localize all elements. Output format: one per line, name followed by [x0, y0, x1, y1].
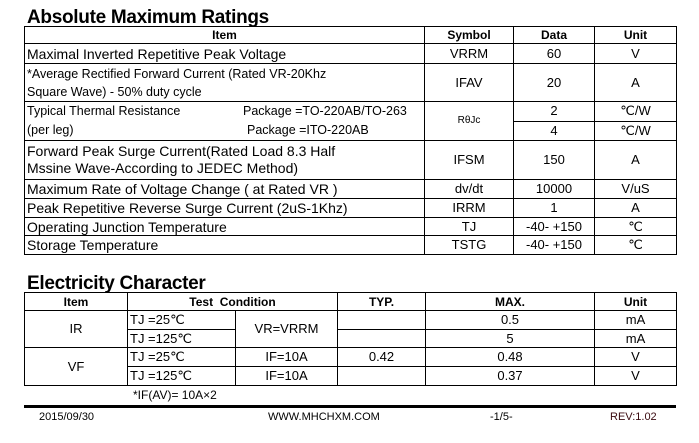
unit: ℃ [594, 217, 677, 236]
table-row: Forward Peak Surge Current(Rated Load 8.… [24, 140, 677, 180]
footer-revision: REV:1.02 [610, 411, 657, 423]
symbol: IFAV [424, 63, 514, 102]
header-item: Item [24, 26, 425, 44]
header-typ: TYP. [337, 292, 426, 311]
header-unit: Unit [594, 26, 677, 44]
footer-url: WWW.MHCHXM.COM [268, 411, 380, 423]
symbol: VRRM [424, 43, 514, 64]
table-row: TJ =125℃ IF=10A 0.37 V [25, 366, 677, 386]
temperature: TJ =125℃ [127, 329, 236, 348]
table-row: Maximum Rate of Voltage Change ( at Rate… [24, 179, 677, 199]
typ [337, 310, 426, 330]
package-label: Package =ITO-220AB [247, 123, 369, 137]
unit: mA [594, 310, 677, 330]
absolute-maximum-ratings-table: Item Symbol Data Unit Maximal Inverted R… [24, 26, 677, 255]
unit: A [594, 140, 677, 180]
symbol: RθJc [424, 101, 514, 141]
symbol: TJ [424, 217, 514, 236]
unit: A [594, 198, 677, 218]
table-row: VF TJ =25℃ IF=10A 0.42 0.48 V [24, 347, 677, 386]
typ [337, 366, 426, 386]
symbol: TSTG [424, 235, 514, 255]
table-row: 4 ℃/W [25, 120, 677, 141]
item: Storage Temperature [24, 235, 425, 255]
item-ir: IR [24, 310, 128, 348]
item-label: (per leg) [27, 123, 74, 137]
max: 0.37 [425, 366, 595, 386]
header-data: Data [513, 26, 595, 44]
table-row: *Average Rectified Forward Current (Rate… [24, 63, 677, 102]
package-label: Package =TO-220AB/TO-263 [243, 104, 407, 118]
item: Operating Junction Temperature [24, 217, 425, 236]
data: 150 [513, 140, 595, 180]
data: 10000 [513, 179, 595, 199]
item-label: Typical Thermal Resistance [27, 104, 181, 118]
symbol: dv/dt [424, 179, 514, 199]
item: *Average Rectified Forward Current (Rate… [24, 63, 425, 102]
item: Typical Thermal Resistance Package =TO-22… [24, 101, 425, 141]
unit: mA [594, 329, 677, 348]
typ [337, 329, 426, 348]
table-row: Peak Repetitive Reverse Surge Current (2… [24, 198, 677, 218]
data: -40- +150 [513, 217, 595, 236]
data: 4 [513, 120, 595, 141]
header-unit: Unit [594, 292, 677, 311]
temperature: TJ =125℃ [127, 366, 236, 386]
unit: A [594, 63, 677, 102]
table-row: IR TJ =25℃ VR=VRRM 0.5 mA [24, 310, 677, 348]
footer-page: -1/5- [490, 411, 513, 423]
condition: IF=10A [235, 366, 338, 386]
temperature: TJ =25℃ [127, 347, 236, 367]
condition: IF=10A [235, 347, 338, 367]
symbol: IFSM [424, 140, 514, 180]
header-symbol: Symbol [424, 26, 514, 44]
unit: V/uS [594, 179, 677, 199]
data: 20 [513, 63, 595, 102]
data: 2 [513, 101, 595, 122]
temperature: TJ =25℃ [127, 310, 236, 330]
data: 1 [513, 198, 595, 218]
table-header-row: Item Symbol Data Unit [24, 26, 677, 44]
table-row: Storage Temperature TSTG -40- +150 ℃ [24, 235, 677, 255]
max: 5 [425, 329, 595, 348]
header-item: Item [24, 292, 128, 311]
unit: ℃ [594, 235, 677, 255]
unit: ℃/W [594, 120, 677, 141]
footer-divider [24, 405, 676, 408]
table-row: Operating Junction Temperature TJ -40- +… [24, 217, 677, 236]
header-max: MAX. [425, 292, 595, 311]
condition: VR=VRRM [235, 310, 338, 348]
item: Maximal Inverted Repetitive Peak Voltage [24, 43, 425, 64]
footer-date: 2015/09/30 [39, 411, 95, 423]
item: Maximum Rate of Voltage Change ( at Rate… [24, 179, 425, 199]
item: Peak Repetitive Reverse Surge Current (2… [24, 198, 425, 218]
electricity-character-table: Item Test Condition TYP. MAX. Unit IR TJ… [24, 292, 677, 386]
unit: V [594, 43, 677, 64]
table-row: Typical Thermal Resistance Package =TO-22… [24, 101, 677, 141]
item-vf: VF [24, 347, 128, 386]
footnote: *IF(AV)= 10A×2 [133, 388, 217, 402]
section-title-electricity-character: Electricity Character [27, 273, 206, 294]
data: -40- +150 [513, 235, 595, 255]
typ: 0.42 [337, 347, 426, 367]
unit: V [594, 347, 677, 367]
item: Forward Peak Surge Current(Rated Load 8.… [24, 140, 425, 180]
symbol: IRRM [424, 198, 514, 218]
header-test-condition: Test Condition [127, 292, 338, 311]
table-header-row: Item Test Condition TYP. MAX. Unit [24, 292, 677, 311]
unit: ℃/W [594, 101, 677, 122]
max: 0.48 [425, 347, 595, 367]
data: 60 [513, 43, 595, 64]
section-title-absolute-maximum-ratings: Absolute Maximum Ratings [27, 7, 269, 28]
unit: V [594, 366, 677, 386]
table-row: Maximal Inverted Repetitive Peak Voltage… [24, 43, 677, 64]
max: 0.5 [425, 310, 595, 330]
